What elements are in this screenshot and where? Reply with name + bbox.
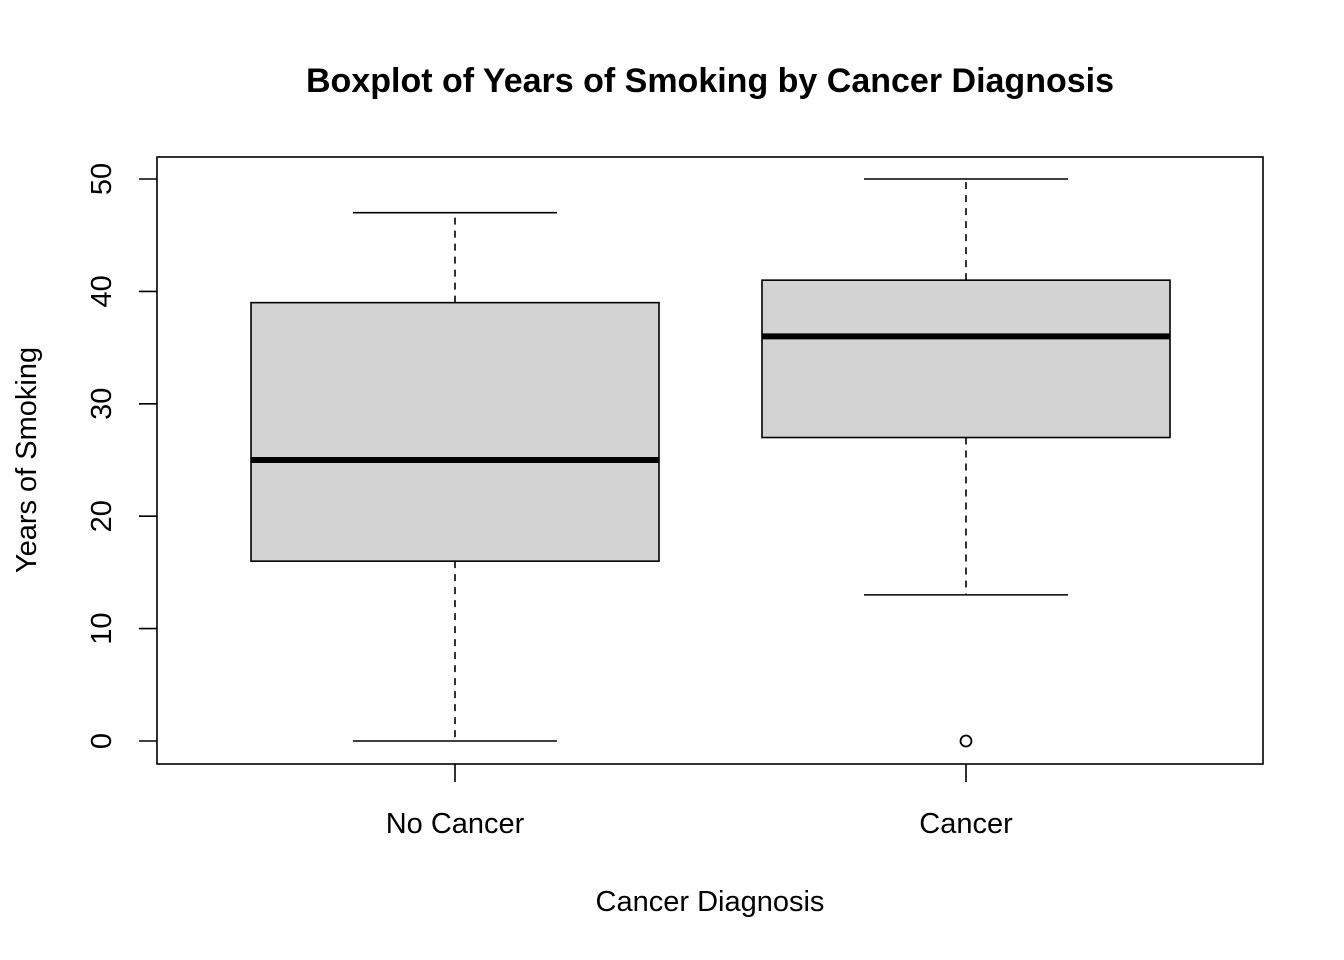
x-axis-label: Cancer Diagnosis <box>596 886 825 918</box>
y-tick-label-20: 20 <box>86 500 118 532</box>
x-tick-label-no-cancer: No Cancer <box>386 808 525 840</box>
y-axis-label: Years of Smoking <box>11 347 43 573</box>
chart-title: Boxplot of Years of Smoking by Cancer Di… <box>306 62 1114 100</box>
y-tick-label-10: 10 <box>86 612 118 644</box>
plot-frame <box>156 156 1264 765</box>
box-cancer <box>761 279 1171 439</box>
y-tick-label-0: 0 <box>86 733 118 749</box>
y-tick-label-50: 50 <box>86 163 118 195</box>
y-tick-label-40: 40 <box>86 275 118 307</box>
box-no-cancer <box>250 301 660 562</box>
y-tick-label-30: 30 <box>86 388 118 420</box>
outlier-cancer-0 <box>959 734 973 748</box>
x-tick-label-cancer: Cancer <box>919 808 1013 840</box>
plot-area: 0 10 20 30 40 50 No Cancer Cancer <box>86 156 1264 840</box>
